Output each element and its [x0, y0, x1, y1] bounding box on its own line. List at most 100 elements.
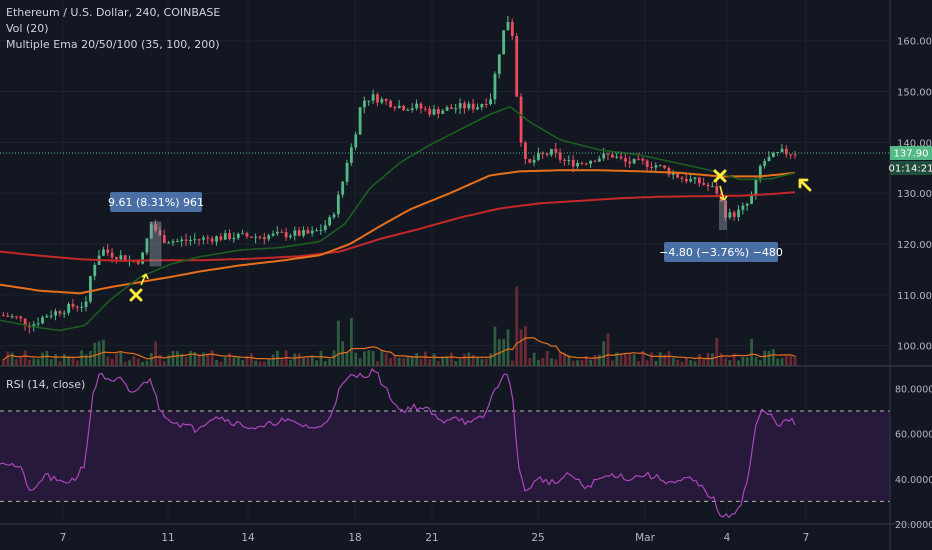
- volume-bar: [545, 350, 549, 366]
- candle-body: [371, 94, 375, 101]
- candle-body: [106, 249, 110, 253]
- volume-bar: [550, 358, 553, 366]
- volume-bar: [184, 357, 188, 366]
- volume-ma-line: [3, 337, 796, 361]
- candle-body: [497, 54, 501, 74]
- volume-bar: [558, 352, 562, 366]
- volume-bar: [106, 356, 110, 366]
- candle-body: [310, 230, 314, 234]
- volume-bar: [110, 358, 114, 366]
- candle-body: [602, 153, 606, 159]
- volume-bar: [763, 350, 767, 366]
- candle-body: [541, 153, 545, 155]
- candle-body: [180, 239, 184, 242]
- volume-bar: [62, 354, 66, 366]
- volume-bar: [728, 360, 732, 366]
- candle-body: [550, 148, 553, 155]
- volume-bar: [454, 360, 458, 366]
- volume-bar: [128, 360, 131, 366]
- candle-body: [258, 236, 262, 238]
- symbol-legend[interactable]: Ethereum / U.S. Dollar, 240, COINBASE: [6, 6, 221, 19]
- volume-bar: [632, 354, 636, 366]
- annotation-down-move[interactable]: −4.80 (−3.76%) −480: [659, 169, 783, 262]
- candle-body: [254, 236, 258, 238]
- ema-35-line: [0, 105, 796, 332]
- volume-bar: [732, 353, 736, 366]
- candle-body: [406, 109, 410, 111]
- volume-bar: [310, 355, 314, 366]
- pointer-arrow-icon: [798, 178, 812, 192]
- volume-bar: [628, 353, 632, 366]
- volume-bar: [480, 359, 484, 366]
- volume-bar: [289, 360, 292, 366]
- candle-body: [667, 168, 671, 175]
- measure-highlight-up: [149, 221, 162, 267]
- volume-bar: [345, 352, 349, 366]
- candle-body: [524, 142, 527, 160]
- volume-bar: [541, 357, 545, 366]
- volume-bar: [719, 352, 723, 366]
- volume-bar: [663, 354, 666, 366]
- candle-body: [580, 162, 584, 164]
- candle-body: [663, 165, 666, 169]
- volume-bar: [350, 318, 353, 366]
- volume-bar: [698, 354, 701, 366]
- volume-bar: [28, 359, 31, 366]
- candle-body: [654, 165, 658, 168]
- volume-bar: [650, 352, 653, 366]
- volume-bar: [637, 361, 640, 366]
- volume-bar: [319, 350, 323, 366]
- annotation-up-move[interactable]: 9.61 (8.31%) 961: [108, 192, 204, 302]
- volume-bar: [58, 360, 62, 366]
- candle-body: [358, 107, 362, 135]
- price-axis[interactable]: 100.00 110.00 120.00 130.00 140.00 150.00 160.…: [897, 37, 932, 353]
- volume-bar: [202, 352, 205, 366]
- ema-legend[interactable]: Multiple Ema 20/50/100 (35, 100, 200): [6, 38, 220, 51]
- volume-bar: [580, 360, 584, 366]
- candle-body: [80, 306, 84, 308]
- candle-body: [763, 161, 767, 166]
- candle-body: [193, 239, 197, 241]
- candle-body: [463, 103, 466, 109]
- candle-body: [484, 103, 488, 105]
- time-axis[interactable]: 7 11 14 18 21 25 Mar 4 7: [60, 532, 810, 544]
- candle-body: [506, 22, 510, 31]
- volume-bar: [563, 352, 566, 366]
- volume-legend[interactable]: Vol (20): [6, 22, 49, 35]
- candle-body: [576, 162, 579, 167]
- rsi-legend[interactable]: RSI (14, close): [6, 378, 86, 391]
- candle-body: [615, 156, 619, 158]
- time-tick-label: 21: [425, 532, 438, 544]
- volume-bar: [180, 353, 184, 366]
- candle-body: [471, 103, 475, 110]
- volume-bar: [136, 358, 140, 366]
- candle-body: [689, 178, 693, 182]
- candle-body: [789, 154, 793, 156]
- candle-body: [158, 230, 162, 236]
- volume-bar: [680, 361, 684, 366]
- volume-bar: [323, 360, 327, 366]
- candle-body: [67, 303, 71, 313]
- volume-bar: [49, 359, 53, 366]
- volume-bar: [371, 351, 375, 366]
- candle-body: [23, 318, 27, 325]
- candle-body: [423, 108, 427, 110]
- volume-bar: [758, 359, 762, 366]
- candle-body: [558, 152, 562, 160]
- candle-body: [184, 239, 188, 241]
- candle-body: [680, 177, 684, 179]
- candle-body: [489, 99, 492, 105]
- candle-body: [36, 323, 40, 325]
- rsi-axis[interactable]: 20.0000 40.0000 60.0000 80.0000: [895, 384, 932, 531]
- candle-body: [171, 241, 175, 243]
- candle-body: [15, 316, 18, 318]
- volume-bar: [358, 358, 362, 366]
- volume-bar: [236, 356, 240, 366]
- volume-bar: [249, 353, 253, 366]
- volume-bar: [376, 361, 379, 366]
- candle-body: [611, 154, 614, 158]
- candle-body: [584, 163, 588, 165]
- candle-body: [263, 237, 266, 240]
- volume-bar: [89, 351, 92, 366]
